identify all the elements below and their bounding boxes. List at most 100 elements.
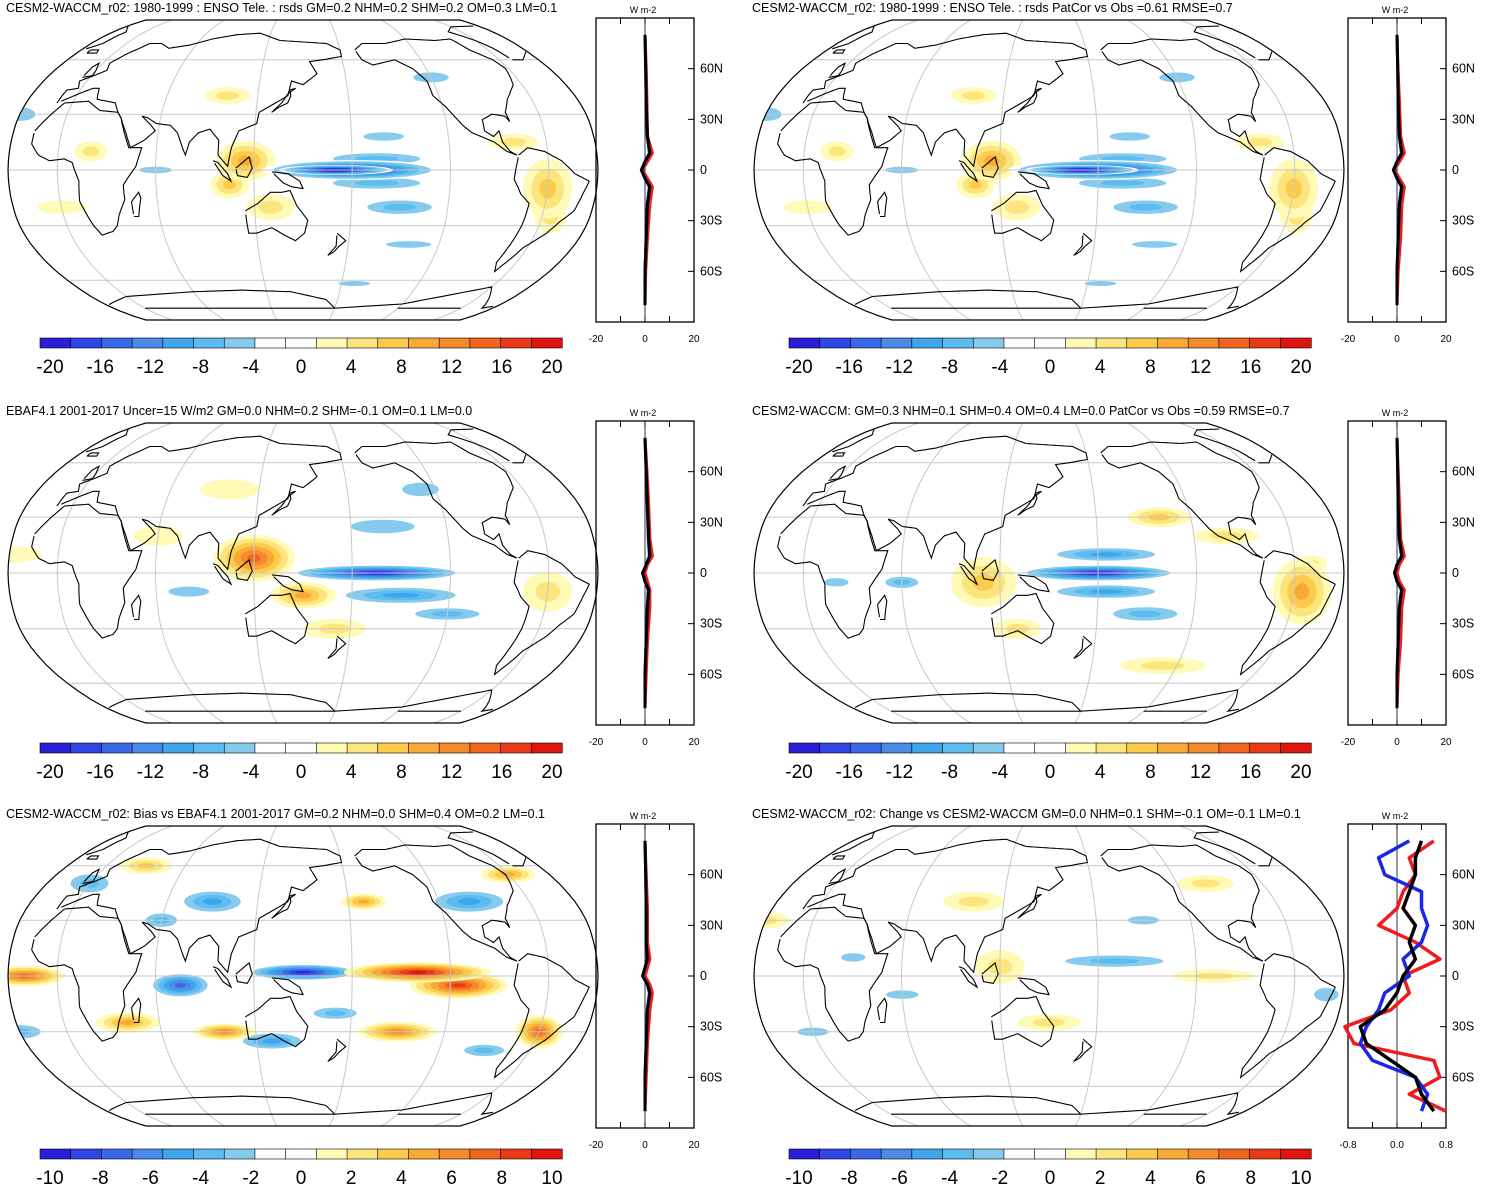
anomaly-contour (338, 281, 371, 286)
anomaly-contour (1033, 1018, 1065, 1027)
anomaly-contour (457, 898, 481, 905)
anomaly-contour (216, 91, 239, 100)
coastline-borneo (235, 559, 253, 582)
colorbar-cell (1126, 337, 1159, 349)
colorbar-cell (223, 1148, 256, 1160)
anomaly-contour (958, 896, 989, 907)
coastline-australia (245, 189, 309, 242)
colorbar-cell (972, 1148, 1005, 1160)
colorbar-cell (39, 742, 72, 754)
meridian-line (1074, 422, 1099, 724)
colorbar-tick-label: 12 (441, 762, 462, 783)
colorbar-tick-label: 0 (296, 1168, 307, 1189)
colorbar-cell (1157, 1148, 1189, 1160)
zonal-mean-plot: W m-2 60N 30N 0 30S 60S -0.8 0.0 0.8 (1339, 811, 1475, 1151)
anomaly-contour (823, 578, 849, 587)
colorbar-cell (193, 337, 225, 349)
colorbar-cell (254, 742, 287, 754)
colorbar-cell (1126, 742, 1159, 754)
zonal-lat-label: 30S (700, 1020, 722, 1034)
meridian-line (328, 19, 353, 321)
anomaly-contour (1191, 879, 1220, 888)
colorbar-tick-label: -2 (991, 1168, 1008, 1189)
coastline-samerica (1239, 953, 1336, 1079)
colorbar-cell (1095, 1148, 1128, 1160)
colorbar-cell (1126, 1148, 1159, 1160)
colorbar-cell (530, 1148, 563, 1160)
colorbar-tick-label: -8 (192, 357, 209, 378)
colorbar: -20 -16 -12 -8 -4 0 4 8 12 16 20 (36, 742, 563, 783)
meridian-line (253, 19, 278, 321)
colorbar-cell (70, 742, 103, 754)
coastline-japan (1017, 490, 1042, 516)
zonal-lat-label: 30N (1452, 918, 1475, 932)
map-border (753, 19, 1345, 321)
zonal-lat-label: 60N (700, 868, 723, 882)
zonal-lat-label: 30S (1452, 1020, 1474, 1034)
colorbar-tick-label: 8 (396, 762, 407, 783)
panel-3: EBAF4.1 2001-2017 Uncer=15 W/m2 GM=0.0 N… (0, 403, 746, 796)
meridian-line (802, 19, 919, 321)
colorbar-tick-label: 6 (1195, 1168, 1206, 1189)
coastline-greenland (832, 831, 1273, 867)
colorbar-tick-label: -16 (835, 357, 862, 378)
colorbar-cell (131, 337, 164, 349)
colorbar-tick-label: -6 (891, 1168, 908, 1189)
map-field (811, 507, 1341, 674)
anomaly-contour (350, 519, 415, 534)
anomaly-contour (1314, 987, 1339, 1002)
colorbar-tick-label: 0 (1045, 357, 1056, 378)
zonal-mean-plot: W m-2 60N 30N 0 30S 60S -20 0 20 (589, 408, 723, 748)
anomaly-contour (972, 574, 995, 591)
zonal-lat-label: 30S (700, 617, 722, 631)
anomaly-contour (354, 180, 399, 186)
coastline-australia (245, 592, 309, 645)
colorbar-tick-label: 12 (1190, 762, 1211, 783)
meridian-line (433, 825, 550, 1127)
colorbar-cell (1249, 1148, 1281, 1160)
coastline-samerica (493, 550, 590, 676)
zonal-lat-label: 0 (700, 163, 707, 177)
colorbar-cell (1249, 337, 1281, 349)
colorbar-cell (346, 337, 379, 349)
coastline-africa (31, 503, 143, 639)
coastline-sumatra (212, 160, 233, 183)
colorbar-cell (850, 337, 882, 349)
panel-title: CESM2-WACCM_r02: Change vs CESM2-WACCM G… (752, 807, 1301, 821)
colorbar-cell (193, 742, 225, 754)
anomaly-contour (324, 1010, 346, 1016)
meridian-line (999, 422, 1024, 724)
anomaly-contour (501, 137, 527, 147)
coastline-madagascar (877, 997, 888, 1024)
coastline-madagascar (131, 997, 142, 1024)
anomaly-contour (1129, 203, 1162, 211)
colorbar-cell (500, 742, 532, 754)
anomaly-contour (474, 1047, 495, 1054)
coastline-africa (31, 100, 143, 236)
colorbar-cell (1095, 742, 1128, 754)
colorbar-tick-label: 12 (1190, 357, 1211, 378)
colorbar-cell (70, 1148, 103, 1160)
zonal-lat-label: 60N (1452, 465, 1475, 479)
coastline-madagascar (131, 594, 142, 621)
map-border (7, 825, 599, 1127)
zonal-line-model (641, 840, 652, 1112)
colorbar-cell (911, 337, 944, 349)
coastline-iceland (86, 49, 100, 54)
zonal-units: W m-2 (630, 408, 657, 418)
coastline-australia (245, 995, 309, 1048)
colorbar-tick-label: -4 (991, 357, 1008, 378)
colorbar-tick-label: 0 (296, 762, 307, 783)
zonal-x-label: 0.0 (1390, 1140, 1404, 1151)
coastline-antarctica (108, 1092, 493, 1116)
coastline-borneo (235, 156, 253, 179)
panel-title: CESM2-WACCM_r02: 1980-1999 : ENSO Tele. … (6, 1, 558, 15)
colorbar-tick-label: -12 (137, 762, 164, 783)
colorbar-tick-label: 20 (541, 357, 562, 378)
zonal-mean-plot: W m-2 60N 30N 0 30S 60S -20 0 20 (1341, 5, 1475, 345)
coastline-madagascar (877, 191, 888, 218)
zonal-x-label: -20 (1341, 737, 1356, 748)
colorbar-cell (850, 1148, 882, 1160)
coastline-australia (991, 189, 1055, 242)
colorbar-tick-label: -16 (835, 762, 862, 783)
